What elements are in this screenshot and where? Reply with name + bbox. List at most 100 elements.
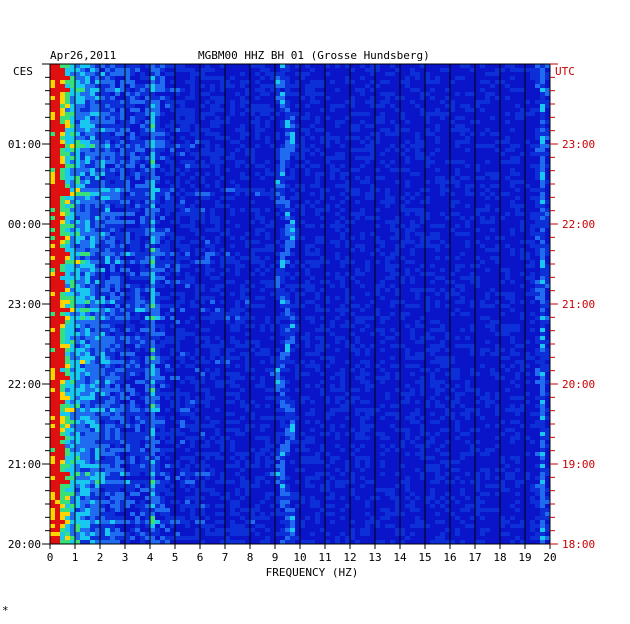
spectrogram-cell [430,372,435,376]
spectrogram-cell [490,192,495,196]
spectrogram-cell [385,288,390,292]
spectrogram-cell [395,332,400,336]
spectrogram-cell [60,164,65,168]
spectrogram-cell [280,180,285,184]
spectrogram-cell [300,444,305,448]
spectrogram-cell [275,456,280,460]
spectrogram-cell [55,280,60,284]
spectrogram-cell [415,400,420,404]
spectrogram-cell [100,280,105,284]
spectrogram-cell [485,236,490,240]
spectrogram-cell [540,376,545,380]
spectrogram-cell [505,96,510,100]
spectrogram-cell [50,388,55,392]
spectrogram-cell [300,136,305,140]
spectrogram-cell [305,244,310,248]
spectrogram-cell [285,224,290,228]
spectrogram-cell [355,200,360,204]
spectrogram-cell [100,188,105,192]
spectrogram-cell [475,120,480,124]
spectrogram-cell [240,144,245,148]
spectrogram-cell [400,344,405,348]
spectrogram-cell [315,344,320,348]
spectrogram-cell [255,232,260,236]
spectrogram-cell [285,184,290,188]
spectrogram-cell [490,400,495,404]
spectrogram-cell [290,132,295,136]
spectrogram-cell [100,428,105,432]
spectrogram-cell [150,444,155,448]
spectrogram-cell [320,380,325,384]
spectrogram-cell [250,200,255,204]
spectrogram-cell [50,432,55,436]
spectrogram-cell [95,312,100,316]
spectrogram-cell [95,188,100,192]
spectrogram-cell [335,140,340,144]
spectrogram-cell [510,232,515,236]
spectrogram-cell [95,356,100,360]
spectrogram-cell [260,176,265,180]
spectrogram-cell [75,80,80,84]
spectrogram-cell [100,228,105,232]
spectrogram-cell [75,248,80,252]
spectrogram-cell [160,384,165,388]
spectrogram-cell [165,336,170,340]
spectrogram-cell [325,296,330,300]
spectrogram-cell [260,324,265,328]
spectrogram-cell [495,424,500,428]
spectrogram-cell [190,204,195,208]
spectrogram-cell [505,64,510,68]
spectrogram-cell [60,136,65,140]
spectrogram-cell [505,244,510,248]
spectrogram-cell [60,416,65,420]
spectrogram-cell [230,196,235,200]
spectrogram-cell [330,172,335,176]
spectrogram-cell [265,320,270,324]
spectrogram-cell [115,176,120,180]
spectrogram-cell [450,376,455,380]
spectrogram-cell [540,360,545,364]
spectrogram-cell [490,368,495,372]
spectrogram-cell [65,312,70,316]
spectrogram-cell [105,440,110,444]
spectrogram-cell [220,272,225,276]
spectrogram-cell [165,180,170,184]
spectrogram-cell [105,84,110,88]
spectrogram-cell [510,336,515,340]
spectrogram-cell [275,164,280,168]
spectrogram-cell [405,352,410,356]
spectrogram-cell [125,272,130,276]
spectrogram-cell [150,340,155,344]
spectrogram-cell [540,252,545,256]
spectrogram-cell [515,160,520,164]
spectrogram-cell [65,80,70,84]
spectrogram-cell [240,208,245,212]
spectrogram-cell [125,212,130,216]
spectrogram-cell [415,244,420,248]
spectrogram-cell [65,336,70,340]
spectrogram-cell [455,184,460,188]
spectrogram-cell [175,344,180,348]
spectrogram-cell [300,148,305,152]
spectrogram-cell [55,340,60,344]
spectrogram-cell [455,180,460,184]
spectrogram-cell [110,268,115,272]
spectrogram-cell [285,88,290,92]
spectrogram-cell [80,244,85,248]
spectrogram-cell [150,256,155,260]
spectrogram-cell [130,144,135,148]
spectrogram-cell [540,148,545,152]
spectrogram-cell [105,444,110,448]
spectrogram-cell [375,84,380,88]
spectrogram-cell [175,192,180,196]
spectrogram-cell [270,416,275,420]
spectrogram-cell [440,116,445,120]
spectrogram-cell [415,408,420,412]
spectrogram-cell [125,444,130,448]
spectrogram-cell [155,96,160,100]
spectrogram-cell [365,324,370,328]
spectrogram-cell [405,432,410,436]
spectrogram-cell [440,344,445,348]
spectrogram-cell [215,372,220,376]
spectrogram-cell [390,356,395,360]
